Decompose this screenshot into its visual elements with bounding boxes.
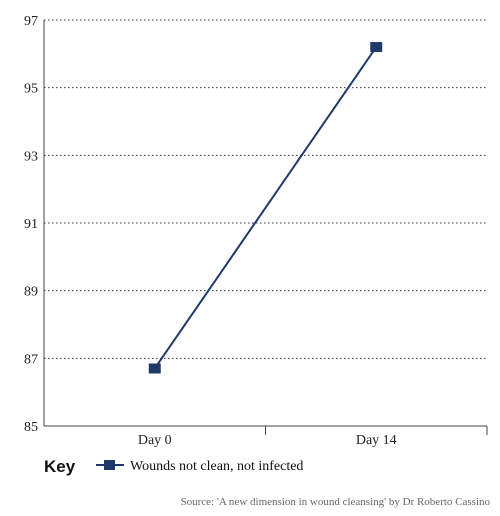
source-note: Source: 'A new dimension in wound cleans… [181, 496, 491, 508]
data-point-marker [370, 42, 383, 53]
y-tick-label: 85 [24, 420, 38, 435]
y-tick-label: 95 [24, 82, 38, 97]
series-line [153, 46, 378, 370]
legend-swatch-marker [104, 460, 115, 470]
y-tick-label: 97 [24, 14, 38, 29]
y-tick-label: 89 [24, 285, 38, 300]
y-tick-label: 93 [24, 149, 38, 164]
x-tick-label: Day 0 [138, 433, 172, 448]
series [148, 42, 383, 374]
legend-title: Key [44, 457, 76, 476]
data-point-marker [148, 363, 161, 374]
x-tick-label: Day 14 [356, 433, 397, 448]
legend: Key Wounds not clean, not infected [44, 457, 303, 476]
x-axis-ticks: Day 0 Day 14 [138, 426, 488, 448]
legend-label: Wounds not clean, not infected [130, 459, 303, 474]
y-tick-label: 87 [24, 352, 38, 367]
y-tick-label: 91 [24, 217, 38, 232]
y-axis-ticks: 85 87 89 91 93 95 97 [24, 14, 38, 435]
grid [44, 19, 487, 359]
